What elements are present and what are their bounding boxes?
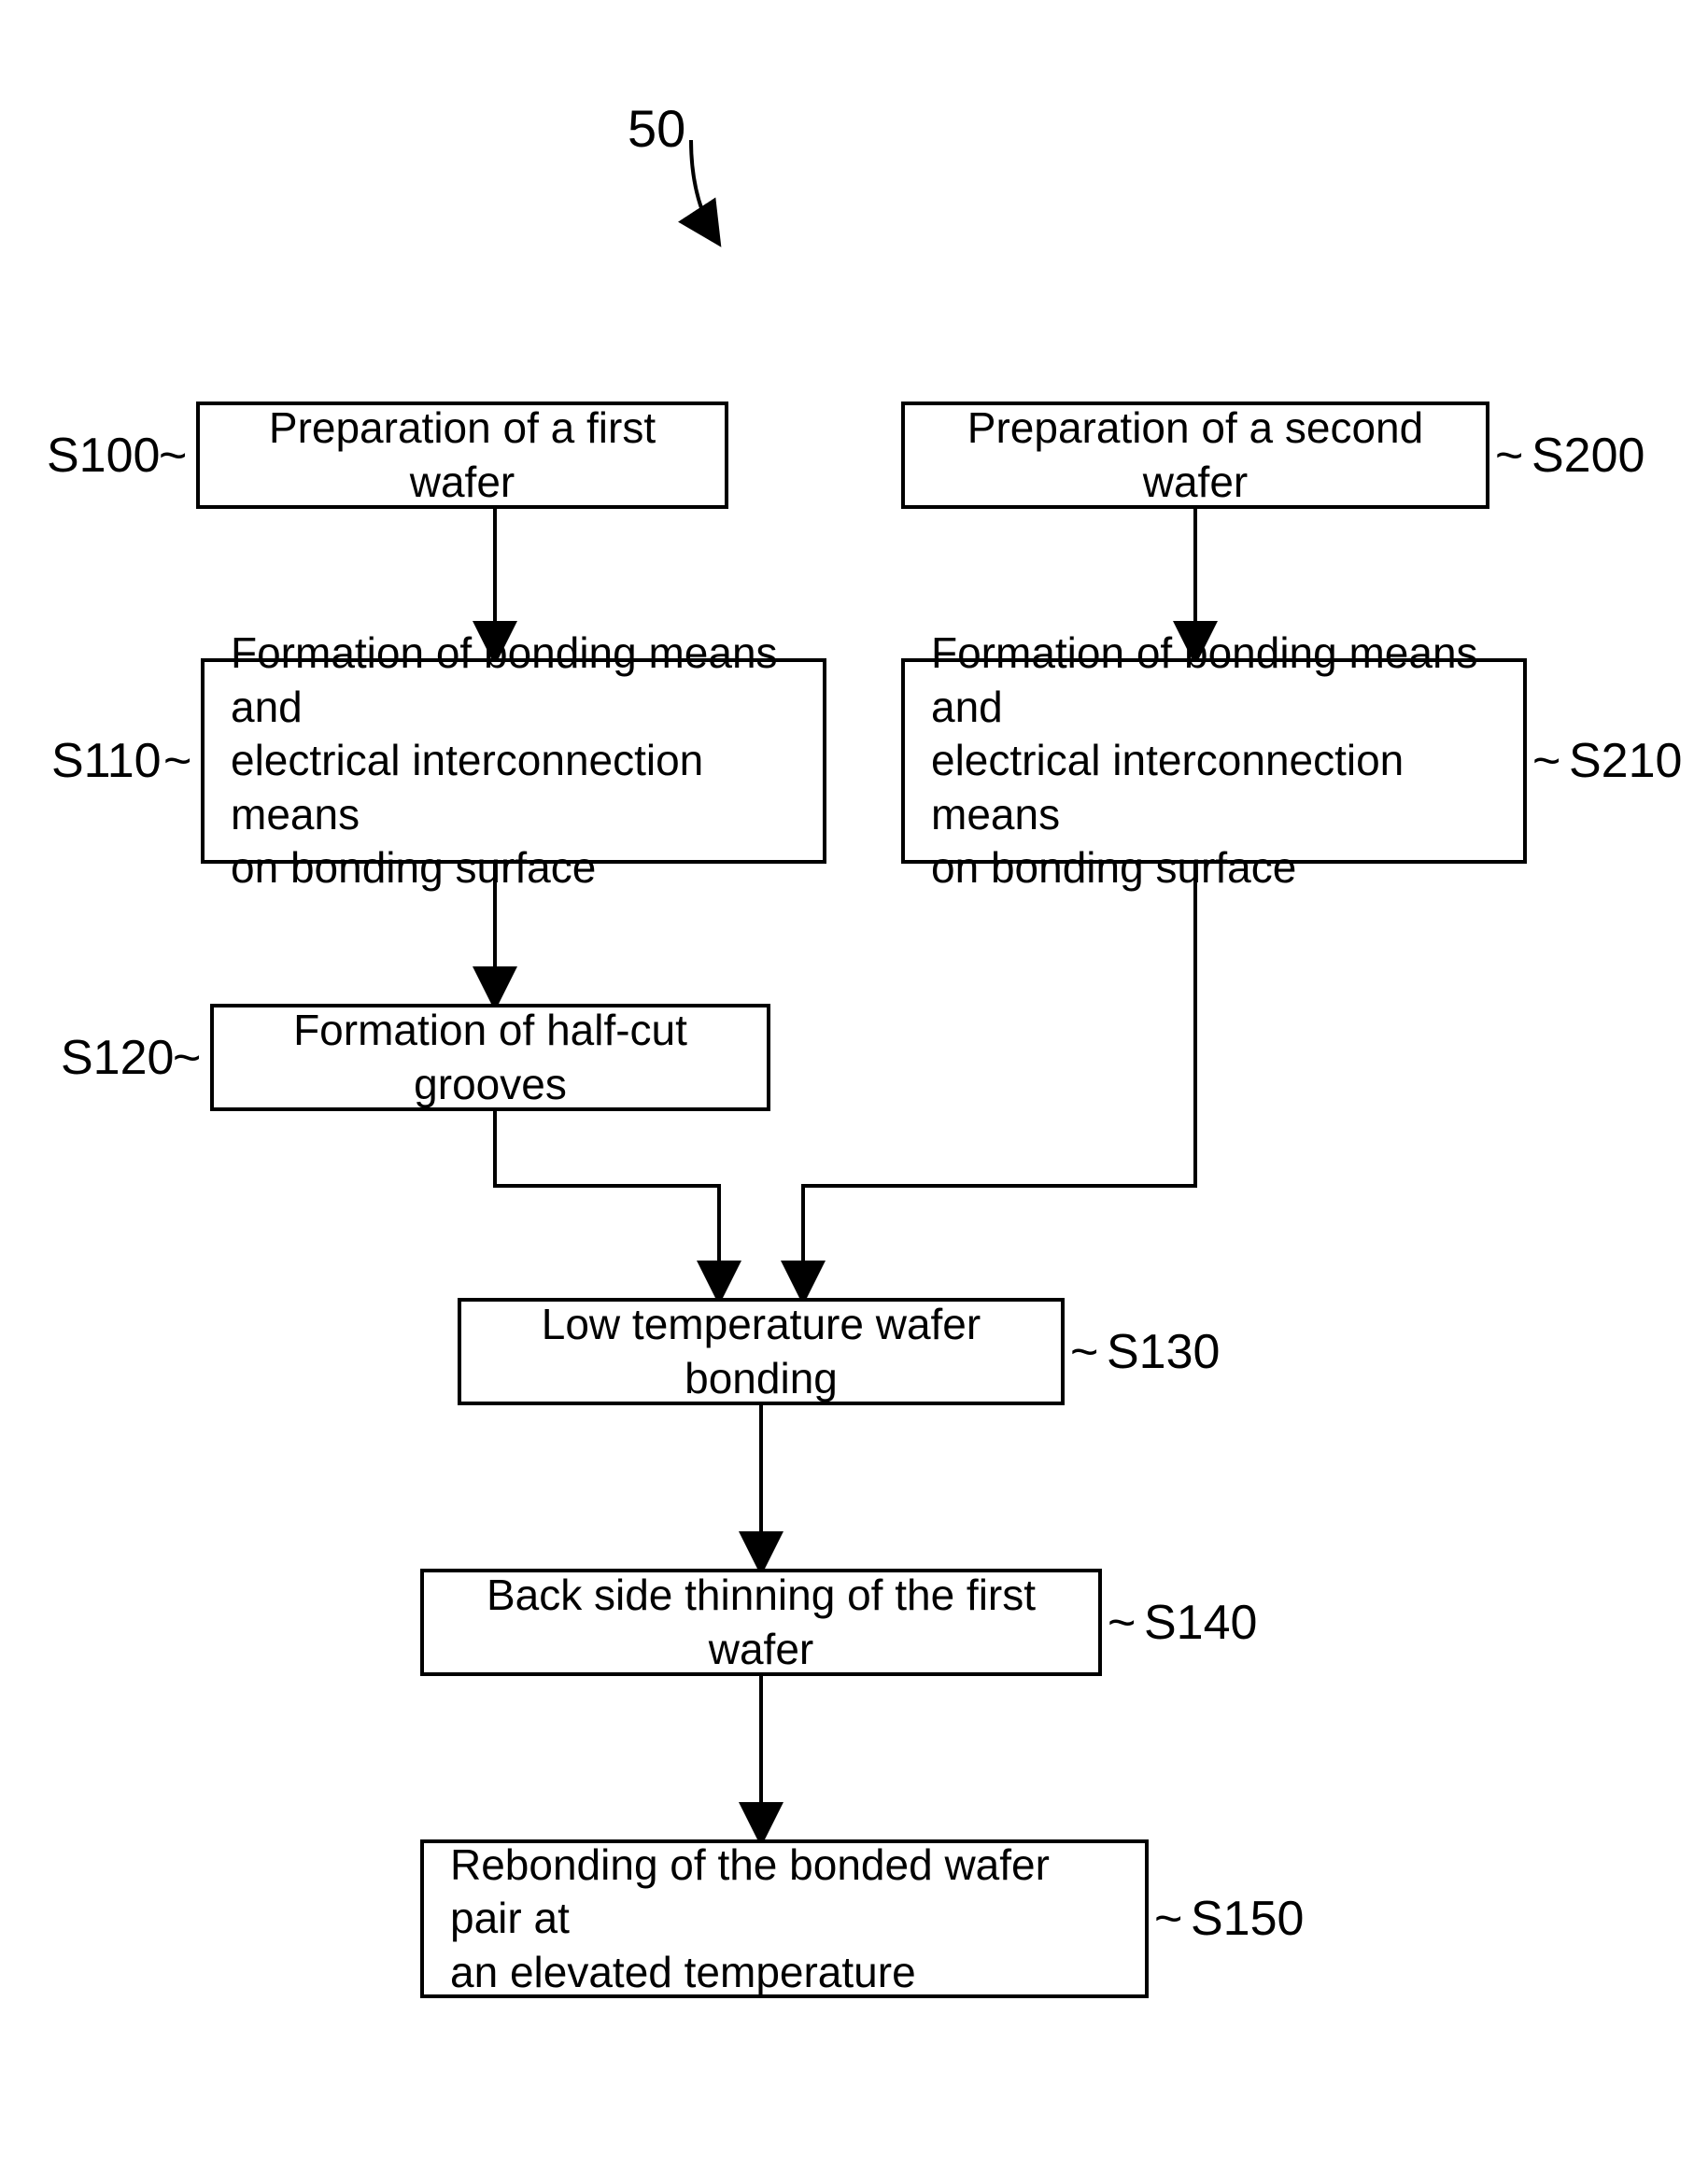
node-label-s210: S210 bbox=[1569, 733, 1682, 789]
node-text: Preparation of a first wafer bbox=[226, 402, 699, 509]
tilde-s140: ~ bbox=[1108, 1595, 1136, 1651]
tilde-s130: ~ bbox=[1070, 1324, 1098, 1380]
node-label-s130: S130 bbox=[1107, 1324, 1220, 1380]
edge-S210_elbow-S130 bbox=[803, 864, 1195, 1298]
node-label-s100: S100 bbox=[47, 428, 160, 484]
tilde-s210: ~ bbox=[1532, 733, 1560, 789]
node-text: Preparation of a second wafer bbox=[931, 402, 1460, 509]
node-text: Formation of bonding means andelectrical… bbox=[231, 627, 797, 895]
tilde-s100: ~ bbox=[159, 428, 187, 484]
node-text: Formation of bonding means andelectrical… bbox=[931, 627, 1497, 895]
flowchart-canvas: 50 Preparation of a first wafer~S100Prep… bbox=[0, 0, 1708, 2184]
node-s200: Preparation of a second wafer bbox=[901, 402, 1489, 509]
node-label-s120: S120 bbox=[61, 1030, 174, 1086]
node-label-s200: S200 bbox=[1532, 428, 1644, 484]
node-text: Low temperature wafer bonding bbox=[487, 1298, 1035, 1405]
edge-S120_elbow-S130 bbox=[495, 1111, 719, 1298]
node-s120: Formation of half-cut grooves bbox=[210, 1004, 770, 1111]
node-s130: Low temperature wafer bonding bbox=[458, 1298, 1065, 1405]
node-s100: Preparation of a first wafer bbox=[196, 402, 728, 509]
node-label-s140: S140 bbox=[1144, 1595, 1257, 1651]
node-s210: Formation of bonding means andelectrical… bbox=[901, 658, 1527, 864]
node-s110: Formation of bonding means andelectrical… bbox=[201, 658, 826, 864]
tilde-s150: ~ bbox=[1154, 1891, 1182, 1947]
node-text: Rebonding of the bonded wafer pair atan … bbox=[450, 1839, 1119, 2000]
node-label-s150: S150 bbox=[1191, 1891, 1304, 1947]
figure-ref-number: 50 bbox=[628, 98, 685, 159]
node-s150: Rebonding of the bonded wafer pair atan … bbox=[420, 1839, 1149, 1998]
tilde-s110: ~ bbox=[163, 733, 191, 789]
node-s140: Back side thinning of the first wafer bbox=[420, 1569, 1102, 1676]
node-text: Formation of half-cut grooves bbox=[240, 1004, 741, 1111]
node-text: Back side thinning of the first wafer bbox=[450, 1569, 1072, 1676]
node-label-s110: S110 bbox=[51, 733, 162, 789]
tilde-s200: ~ bbox=[1495, 428, 1523, 484]
tilde-s120: ~ bbox=[173, 1030, 201, 1086]
